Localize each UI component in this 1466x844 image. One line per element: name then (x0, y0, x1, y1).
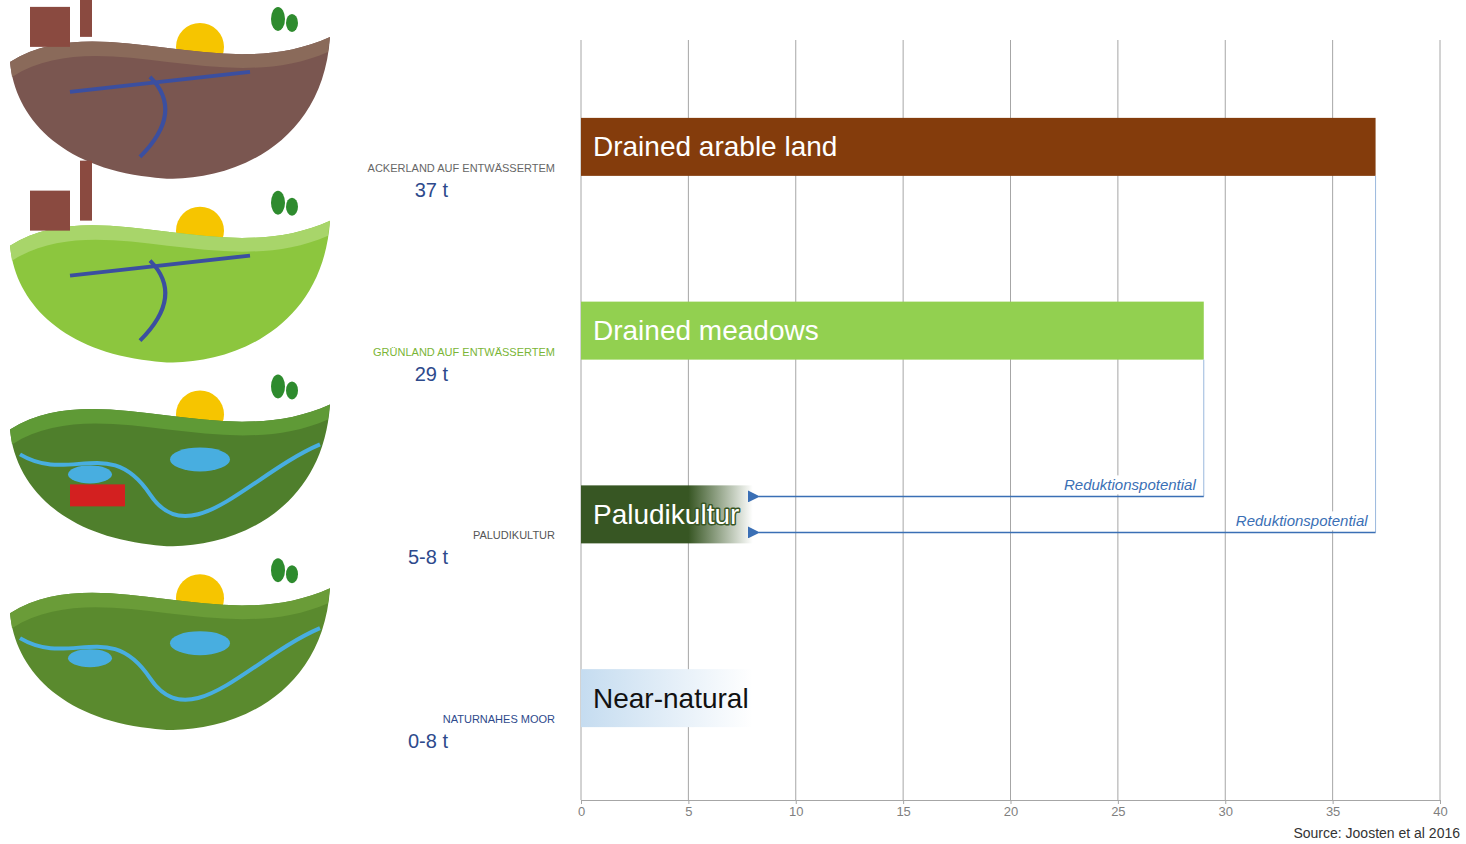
annotation: Reduktionspotential (1064, 476, 1196, 493)
bar (581, 118, 1376, 176)
tick-label: 30 (1219, 804, 1233, 819)
tree (271, 558, 285, 582)
arrow (759, 496, 1204, 498)
tick-label: 35 (1326, 804, 1340, 819)
group-label: ACKERLAND AUF ENTWÄSSERTEM (368, 162, 555, 174)
landscape-top (10, 404, 330, 444)
landscape (10, 221, 330, 363)
connector (1203, 360, 1204, 497)
tick: 10 (789, 800, 803, 819)
tree (286, 565, 298, 583)
illustration (10, 0, 330, 179)
value-label: 37 t (415, 179, 449, 201)
group-label: GRÜNLAND AUF ENTWÄSSERTEM (373, 346, 555, 358)
category-label: Drained meadows (593, 315, 819, 346)
water (68, 465, 112, 483)
tree (286, 381, 298, 399)
label-patch (1062, 475, 1198, 494)
tick-label: 5 (685, 804, 692, 819)
category-label: Near-natural (593, 683, 749, 714)
category-label: Drained arable land (593, 131, 837, 162)
value-label: 5-8 t (408, 546, 448, 568)
stream (20, 444, 320, 516)
tree (286, 198, 298, 216)
bar (581, 485, 753, 543)
drain (70, 72, 250, 92)
silo (80, 161, 92, 221)
tick-label: 25 (1111, 804, 1125, 819)
tick: 40 (1433, 800, 1447, 819)
landscape-top (10, 588, 330, 628)
tree (271, 7, 285, 31)
tick: 15 (896, 800, 910, 819)
water (170, 447, 230, 471)
chart: ACKERLAND AUF ENTWÄSSERTEM GRÜNLAND AUF E… (0, 0, 1466, 844)
tree (286, 14, 298, 32)
silo (80, 0, 92, 37)
connector (1375, 176, 1376, 533)
group-label: PALUDIKULTUR (473, 529, 555, 541)
tick-label: 10 (789, 804, 803, 819)
group-label: NATURNAHES MOOR (443, 713, 555, 725)
drain (70, 256, 250, 276)
stream (20, 628, 320, 700)
tick: 5 (685, 800, 692, 819)
arrow (759, 532, 1376, 534)
x-axis: 0 5 10 15 20 25 30 35 40 (578, 800, 1448, 819)
label-patch (1234, 511, 1370, 530)
tick-label: 40 (1433, 804, 1447, 819)
grid (581, 40, 1440, 800)
tree (271, 374, 285, 398)
water (170, 631, 230, 655)
value-label: 0-8 t (408, 730, 448, 752)
value-label: 29 t (415, 363, 449, 385)
illustrations (10, 0, 330, 730)
category-label: Paludikultur (593, 499, 739, 530)
tree (271, 191, 285, 215)
bars (581, 118, 1376, 727)
tick: 25 (1111, 800, 1125, 819)
landscape (10, 588, 330, 730)
landscape (10, 37, 330, 179)
bar (581, 302, 1204, 360)
source: Source: Joosten et al 2016 (1293, 825, 1460, 841)
bar (581, 669, 753, 727)
tick-label: 20 (1004, 804, 1018, 819)
tick: 0 (578, 800, 585, 819)
drain (140, 77, 165, 157)
landscape (10, 404, 330, 546)
machine (70, 484, 125, 506)
barn (30, 191, 70, 231)
annotations: Reduktionspotential Reduktionspotential (759, 176, 1376, 533)
grid-line (1440, 40, 1441, 800)
barn (30, 7, 70, 47)
tick: 20 (1004, 800, 1018, 819)
water (68, 649, 112, 667)
annotation: Reduktionspotential (1236, 512, 1368, 529)
tick-label: 0 (578, 804, 585, 819)
illustration (10, 558, 330, 730)
illustration (10, 161, 330, 363)
illustration (10, 374, 330, 546)
category-labels: Drained arable land Drained meadows Paludi… (593, 131, 837, 713)
drain (140, 261, 165, 341)
tick: 35 (1326, 800, 1340, 819)
group-labels: ACKERLAND AUF ENTWÄSSERTEM GRÜNLAND AUF E… (368, 162, 556, 752)
tick: 30 (1219, 800, 1233, 819)
tick-label: 15 (896, 804, 910, 819)
